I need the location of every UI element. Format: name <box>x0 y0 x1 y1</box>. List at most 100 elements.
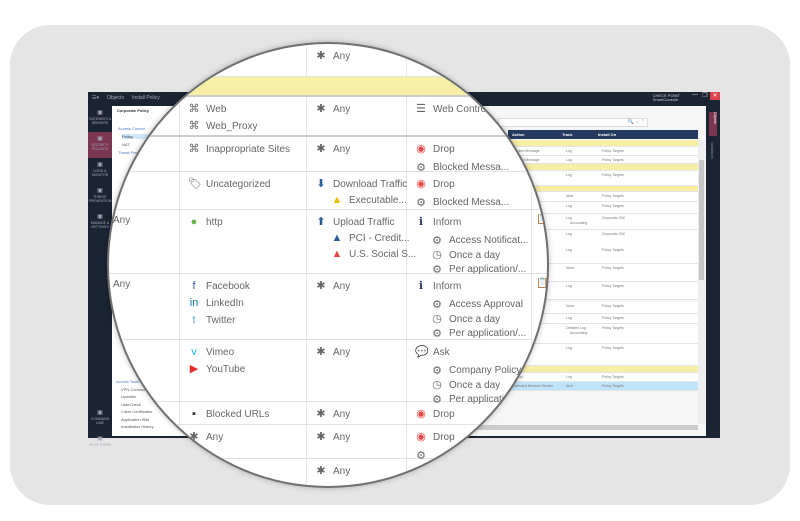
action-item[interactable]: ◉ Drop <box>415 143 455 155</box>
apps-item[interactable]: 🏷 Uncategorized <box>188 178 270 190</box>
tree-nat[interactable]: NAT <box>122 142 130 147</box>
apps-item[interactable]: f Facebook <box>188 280 249 292</box>
rule-row[interactable]: ✱ Any ✱ Any ◉ Drop ⚙ <box>109 425 547 462</box>
content-item[interactable]: ✱ Any <box>315 465 350 477</box>
rule-row[interactable]: ⌘ Web ⌘ Web_Proxy ✱ Any ☰ Web Control <box>109 97 547 137</box>
nav-item-6[interactable]: ▣ WHAT'S NEW <box>88 432 112 458</box>
content-item[interactable]: ✱ Any <box>315 103 350 115</box>
apps-item[interactable]: ...ms <box>188 465 228 476</box>
content-item[interactable]: ✱ Any <box>315 431 350 443</box>
action-item[interactable]: ⚙ Per application/... <box>431 264 526 276</box>
table-row[interactable]: Blocked Message Log Policy Targets <box>508 156 698 164</box>
content-item[interactable]: ▲ U.S. Social S... <box>331 248 417 260</box>
rule-row[interactable]: Any ● http ⬆ Upload Traffic ▲ PCI - Credit... ▲… <box>109 210 547 276</box>
action-item[interactable]: ⚙ Access Approval <box>431 299 523 311</box>
action-item[interactable]: ⚙ <box>415 450 433 462</box>
apps-item[interactable]: ✱ Any <box>188 431 223 443</box>
objects-tab[interactable]: Objects <box>709 112 717 136</box>
rule-row[interactable]: v Vimeo ▶ YouTube ✱ Any 💬 Ask ⚙ Company Policy ◷ On… <box>109 340 547 406</box>
tab-corporate-policy[interactable]: Corporate Policy <box>115 106 155 115</box>
action-item[interactable]: ◉ Drop <box>415 178 455 190</box>
rule-row[interactable]: ▪ Blocked URLs ✱ Any ◉ Drop <box>109 402 547 425</box>
table-row[interactable]: None Policy Targets <box>508 302 698 314</box>
section-row[interactable] <box>508 366 698 373</box>
table-row[interactable]: Log Policy Targets <box>508 246 698 264</box>
content-item[interactable]: ▲ Executable... <box>331 194 407 206</box>
apps-item[interactable]: ⌘ Inappropriate Sites <box>188 143 290 155</box>
content-item[interactable]: ✱ Any <box>315 346 350 358</box>
action-item[interactable]: ◷ Once a day <box>431 249 500 261</box>
access-tool-item[interactable]: Updates <box>121 394 136 399</box>
section-row[interactable] <box>508 186 698 192</box>
minimize-button[interactable]: — <box>692 92 698 98</box>
action-item[interactable]: ⚙ Access Notificat... <box>431 235 528 247</box>
table-row[interactable]: Extended Network Service Alert Policy Targ… <box>508 382 698 391</box>
content-item[interactable]: ⬇ Download Traffic <box>315 178 407 190</box>
action-item[interactable]: ⚙ Per application/... <box>431 328 526 340</box>
action-item[interactable]: ⚙ Per application/... <box>431 394 526 406</box>
content-item[interactable]: ▲ PCI - Credit... <box>331 232 410 244</box>
section-header-row[interactable] <box>109 77 547 97</box>
action-item[interactable]: ⚙ Blocked Messa... <box>415 197 509 209</box>
rule-row[interactable]: ...ms ✱ Any ◉ <box>109 459 547 486</box>
content-item[interactable]: ✱ Any <box>315 50 350 62</box>
table-row[interactable]: Log Policy Targets <box>508 344 698 366</box>
nav-item-2[interactable]: ▣ LOGS & MONITOR <box>88 158 112 184</box>
apps-item[interactable]: ▶ YouTube <box>188 363 246 375</box>
section-row[interactable] <box>508 140 698 147</box>
rule-row[interactable]: Any f Facebook in LinkedIn t Twitter ✱ Any ℹ Infor… <box>109 274 547 340</box>
access-tool-item[interactable]: Installation History <box>121 424 154 429</box>
content-item[interactable]: ✱ Any <box>315 408 350 420</box>
tree-access-control[interactable]: Access Control <box>118 126 145 131</box>
close-button[interactable]: ✕ <box>710 92 720 100</box>
table-row[interactable]: Log Policy Targets <box>508 171 698 186</box>
tree-threat-prevention[interactable]: Threat Prevention <box>118 150 150 155</box>
access-tool-item[interactable]: Client Certificates <box>121 409 153 414</box>
action-item[interactable]: ℹ Inform <box>415 280 461 292</box>
table-row[interactable]: Blocked Message Log Policy Targets <box>508 147 698 156</box>
nav-item-5[interactable]: ▣ COMMAND LINE <box>88 406 112 432</box>
action-item[interactable]: ◉ Drop <box>415 431 455 443</box>
apps-item[interactable]: ● http <box>188 216 223 228</box>
action-item[interactable]: ☰ Web Control <box>415 103 488 115</box>
rule-row[interactable]: 🏷 Uncategorized ⬇ Download Traffic ▲ Executab… <box>109 172 547 210</box>
restore-button[interactable]: ❐ <box>702 93 708 99</box>
action-item[interactable]: 💬 Ask <box>415 346 450 358</box>
table-row[interactable]: Detailed Log Policy Targets Accounting <box>508 324 698 344</box>
action-item[interactable]: ℹ Inform <box>415 216 461 228</box>
install-policy-button[interactable]: Install Policy <box>131 95 160 101</box>
table-row[interactable]: None Policy Targets <box>508 264 698 282</box>
content-item[interactable]: ✱ Any <box>315 280 350 292</box>
apps-item[interactable]: ▪ Blocked URLs <box>188 408 269 420</box>
access-tool-item[interactable]: Application Wiki <box>121 416 150 422</box>
action-item[interactable]: ◉ <box>415 465 433 477</box>
table-row[interactable]: Log Policy Targets <box>508 202 698 214</box>
action-item[interactable]: ◷ Once a day <box>431 379 500 391</box>
nav-item-3[interactable]: ▣ THREAT PREVENTION <box>88 184 112 210</box>
nav-item-4[interactable]: ▣ MANAGE & SETTINGS <box>88 210 112 236</box>
nav-item-1[interactable]: ▣ SECURITY POLICIES <box>88 132 112 158</box>
validations-tab[interactable]: Validations <box>710 142 714 159</box>
table-row[interactable]: Log Policy Targets <box>508 314 698 324</box>
action-item[interactable]: ◉ Drop <box>415 408 455 420</box>
apps-item[interactable]: t Twitter <box>188 314 235 326</box>
action-item[interactable]: ⚙ Company Policy <box>431 365 521 377</box>
rule-row[interactable]: ✱ Any <box>109 44 547 77</box>
apps-item[interactable]: ⌘ Web_Proxy <box>188 120 258 132</box>
vertical-scrollbar[interactable] <box>698 140 705 424</box>
content-item[interactable]: ⬆ Upload Traffic <box>315 216 394 228</box>
apps-item[interactable]: in LinkedIn <box>188 297 244 309</box>
nav-item-0[interactable]: ▣ GATEWAYS & SERVERS <box>88 106 112 132</box>
access-tool-item[interactable]: UserCheck <box>121 401 141 407</box>
apps-item[interactable]: ⌘ Web <box>188 103 227 115</box>
rule-row[interactable]: ⌘ Inappropriate Sites ✱ Any ◉ Drop ⚙ Blocked Me… <box>109 137 547 174</box>
table-row[interactable]: Log Policy Targets <box>508 282 698 300</box>
section-row[interactable] <box>508 164 698 171</box>
apps-item[interactable]: v Vimeo <box>188 346 234 358</box>
access-tool-item[interactable]: VPN Communities <box>121 386 154 392</box>
action-item[interactable]: ◷ Once a day <box>431 313 500 325</box>
content-item[interactable]: ✱ Any <box>315 143 350 155</box>
menu-icon[interactable]: ☰▾ <box>92 95 99 101</box>
objects-menu[interactable]: Objects <box>107 95 124 101</box>
action-item[interactable]: ⚙ Blocked Messa... <box>415 162 509 174</box>
